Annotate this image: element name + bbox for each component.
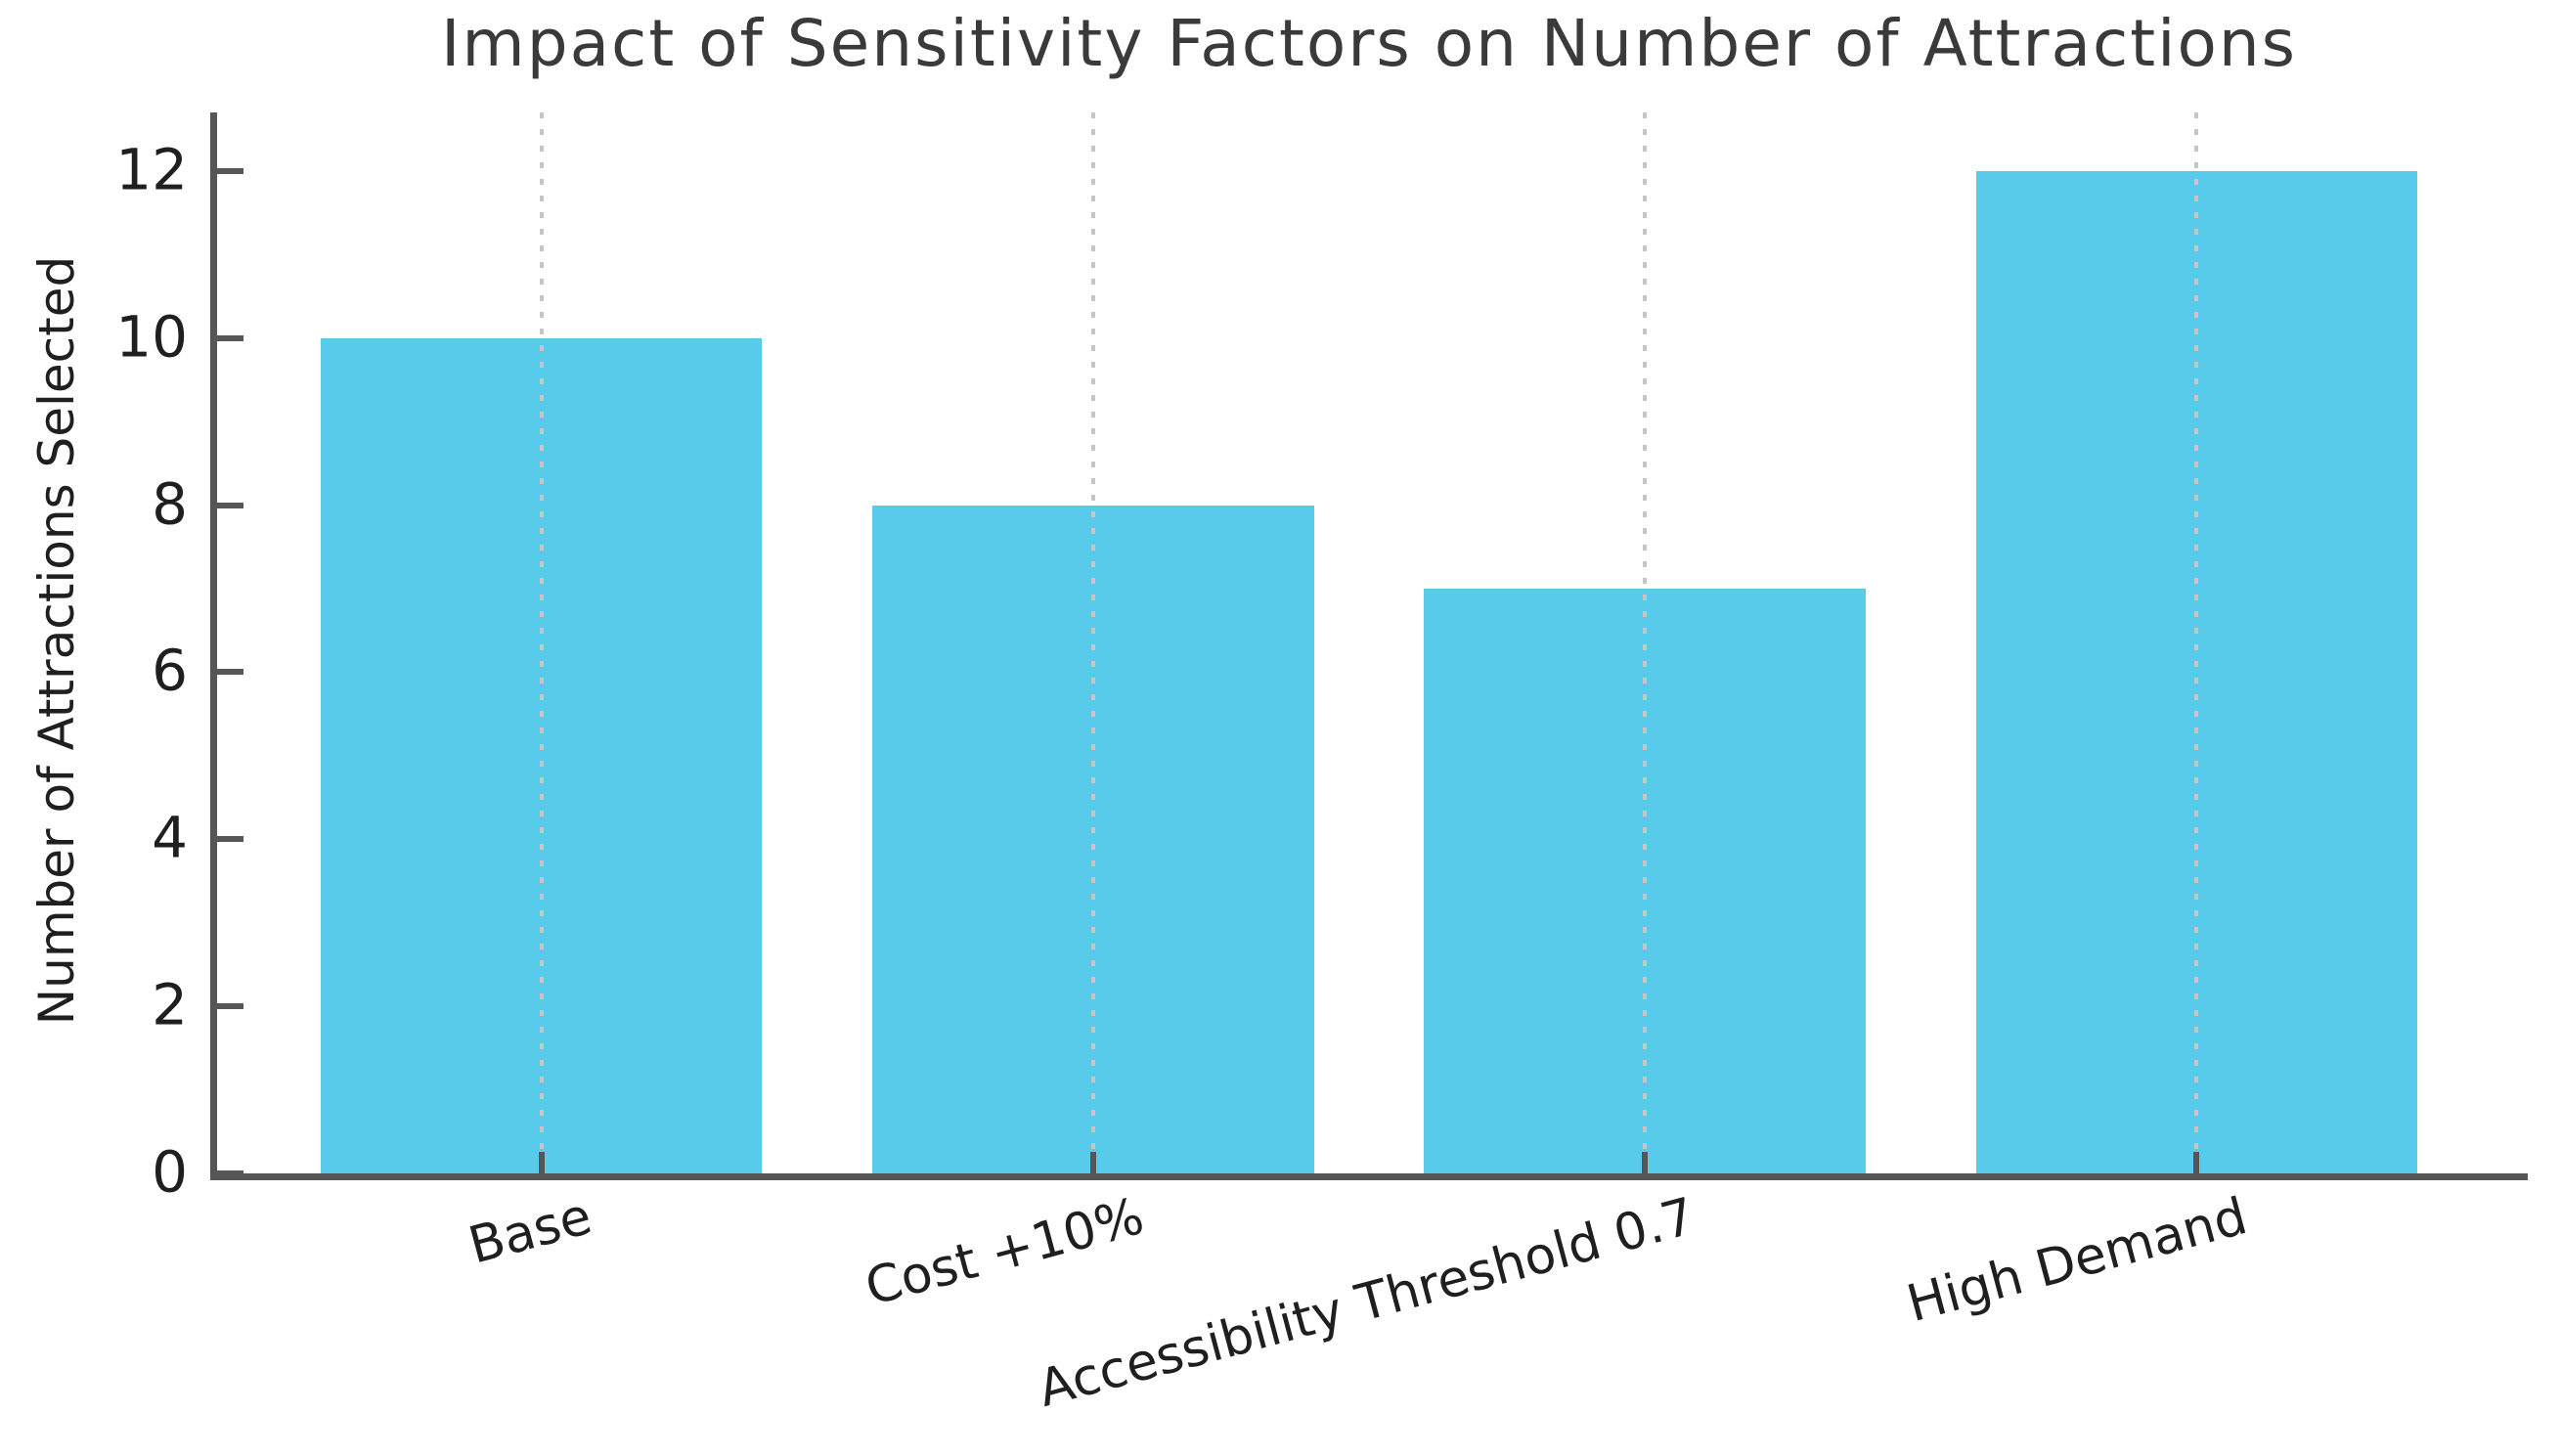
y-tick-label: 12 <box>115 136 188 203</box>
y-tick-mark <box>216 502 243 508</box>
y-tick-label: 6 <box>152 638 188 705</box>
gridline <box>1090 112 1095 1173</box>
y-tick-mark <box>216 669 243 676</box>
x-tick-label: High Demand <box>1901 1187 2253 1335</box>
y-tick-mark <box>216 836 243 843</box>
y-axis-spine <box>210 112 217 1180</box>
chart-title: Impact of Sensitivity Factors on Number … <box>440 6 2298 81</box>
gridline <box>1643 112 1648 1173</box>
y-tick-label: 4 <box>152 804 188 871</box>
y-tick-mark <box>216 334 243 341</box>
y-axis-label: Number of Attractions Selected <box>28 255 85 1026</box>
y-tick-mark <box>216 1003 243 1010</box>
y-tick-label: 0 <box>152 1138 188 1206</box>
x-axis-spine <box>210 1173 2528 1180</box>
y-tick-label: 8 <box>152 470 188 538</box>
x-tick-label: Cost +10% <box>859 1187 1150 1318</box>
x-tick-mark <box>2193 1152 2200 1173</box>
gridline <box>2194 112 2199 1173</box>
y-tick-label: 10 <box>115 303 188 371</box>
gridline <box>539 112 544 1173</box>
x-tick-label: Base <box>463 1187 598 1276</box>
x-tick-mark <box>538 1152 545 1173</box>
y-tick-mark <box>216 167 243 174</box>
y-tick-label: 2 <box>152 971 188 1038</box>
x-tick-mark <box>1642 1152 1649 1173</box>
x-tick-mark <box>1089 1152 1096 1173</box>
plot-area <box>210 112 2528 1180</box>
